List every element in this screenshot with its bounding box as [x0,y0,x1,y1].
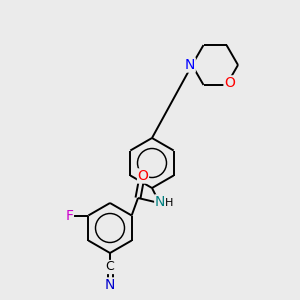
Text: N: N [105,278,115,292]
Text: O: O [224,76,235,90]
Text: H: H [165,198,173,208]
Text: N: N [185,58,195,72]
Text: C: C [106,260,114,274]
Text: F: F [65,208,73,223]
Text: O: O [138,169,148,183]
Text: N: N [155,195,165,209]
